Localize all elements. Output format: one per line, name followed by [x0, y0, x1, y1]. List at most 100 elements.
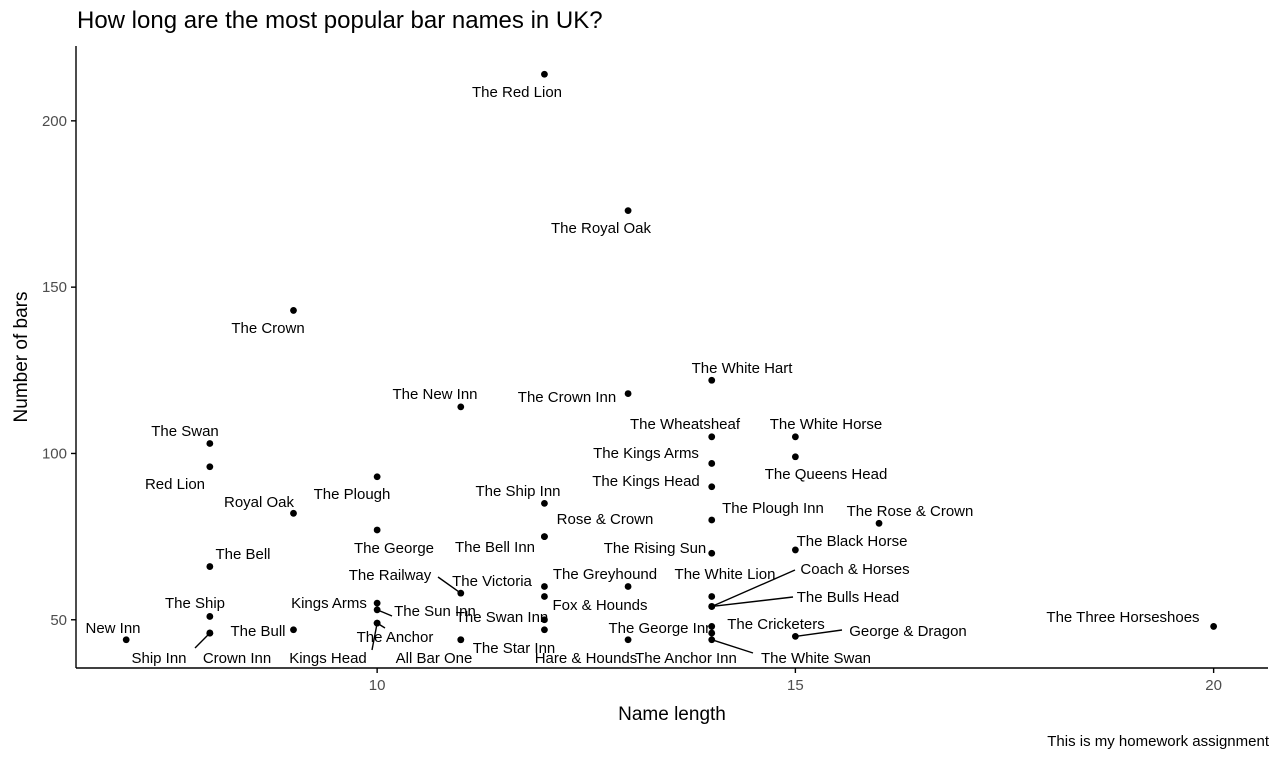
- point-label: The Crown Inn: [518, 389, 616, 406]
- point-label: Red Lion: [145, 476, 205, 493]
- point-label: The George Inn: [608, 620, 713, 637]
- data-point: [708, 433, 716, 441]
- data-point: [708, 483, 716, 491]
- data-point: [541, 626, 548, 634]
- data-point: [875, 519, 883, 527]
- y-tick-label: 200: [42, 113, 67, 130]
- point-label: The Bell Inn: [455, 539, 535, 556]
- data-point: [791, 633, 799, 640]
- y-axis-title: Number of bars: [11, 292, 32, 423]
- point-label: The White Lion: [675, 566, 776, 583]
- data-point: [290, 307, 297, 314]
- x-tick-label: 15: [787, 677, 804, 694]
- point-label: The George: [354, 540, 434, 557]
- data-point: [122, 636, 130, 644]
- point-label: The Victoria: [452, 573, 532, 590]
- data-points: [122, 70, 1218, 644]
- point-label: The Cricketers: [727, 616, 825, 633]
- point-label: The New Inn: [392, 386, 477, 403]
- point-label: Kings Arms: [291, 595, 367, 612]
- point-label: The Wheatsheaf: [630, 416, 741, 433]
- data-point: [457, 636, 465, 644]
- point-label: The White Swan: [761, 650, 871, 667]
- point-label: The Sun Inn: [394, 603, 476, 620]
- x-axis-title: Name length: [618, 704, 726, 725]
- point-label: The Red Lion: [472, 84, 562, 101]
- point-label: The Three Horseshoes: [1046, 609, 1199, 626]
- x-tick-label: 20: [1205, 677, 1222, 694]
- x-tick-label: 10: [369, 677, 386, 694]
- point-label: The Railway: [349, 567, 432, 584]
- point-label: The Kings Arms: [593, 445, 699, 462]
- data-point: [206, 463, 214, 471]
- data-point: [541, 583, 548, 590]
- data-point: [708, 516, 716, 524]
- point-label: The Star Inn: [473, 640, 556, 657]
- leader-line: [194, 632, 211, 649]
- point-label: The Crown: [231, 320, 304, 337]
- point-label: George & Dragon: [849, 623, 967, 640]
- data-point: [624, 207, 632, 215]
- data-point: [290, 626, 297, 634]
- point-label: The White Horse: [770, 416, 883, 433]
- point-label: The Anchor Inn: [635, 650, 737, 667]
- data-point: [708, 623, 716, 630]
- leader-line: [711, 569, 796, 608]
- y-tick-label: 50: [50, 612, 67, 629]
- leader-line: [795, 629, 843, 638]
- data-point: [624, 390, 632, 397]
- point-label: All Bar One: [396, 650, 473, 667]
- data-point: [708, 549, 716, 557]
- chart-caption: This is my homework assignment: [1047, 733, 1269, 750]
- y-tick-label: 150: [42, 279, 67, 296]
- data-point: [708, 636, 716, 644]
- point-label: The Bull: [230, 623, 285, 640]
- data-point: [541, 593, 548, 600]
- point-label: Crown Inn: [203, 650, 271, 667]
- point-label: The Royal Oak: [551, 220, 652, 237]
- axes: [75, 46, 1268, 669]
- axis-ticks: 10 15 20 50 100 150 200: [42, 113, 1222, 694]
- point-label: Fox & Hounds: [552, 597, 647, 614]
- data-point: [541, 616, 548, 624]
- data-point: [708, 593, 716, 600]
- point-label: Royal Oak: [224, 494, 295, 511]
- data-point: [457, 589, 465, 597]
- data-point: [708, 629, 716, 637]
- point-label: The Plough Inn: [722, 500, 824, 517]
- data-point: [373, 526, 381, 534]
- data-point: [541, 70, 548, 78]
- point-labels: The Red Lion The Royal Oak The Crown The Wh…: [85, 84, 1199, 667]
- data-point: [1210, 623, 1218, 630]
- data-point: [624, 636, 632, 644]
- point-label: Coach & Horses: [800, 561, 909, 578]
- data-point: [624, 583, 632, 590]
- data-point: [541, 533, 548, 541]
- point-label: Hare & Hounds: [535, 650, 638, 667]
- data-point: [206, 629, 214, 637]
- data-point: [373, 473, 381, 481]
- point-label: The Ship Inn: [475, 483, 560, 500]
- point-label: Rose & Crown: [557, 511, 654, 528]
- point-label: Kings Head: [289, 650, 367, 667]
- data-point: [541, 499, 548, 507]
- data-point: [708, 460, 716, 467]
- data-point: [791, 453, 799, 461]
- data-point: [290, 509, 297, 517]
- data-point: [206, 563, 214, 570]
- leader-line: [711, 596, 794, 608]
- data-point: [791, 433, 799, 441]
- point-label: The Greyhound: [553, 566, 657, 583]
- point-label: The Rose & Crown: [847, 503, 974, 520]
- data-point: [206, 440, 214, 447]
- point-label: The Queens Head: [765, 466, 888, 483]
- data-point: [206, 613, 214, 620]
- data-point: [373, 619, 381, 627]
- data-point: [373, 606, 381, 614]
- point-label: The Kings Head: [592, 473, 700, 490]
- point-label: Ship Inn: [131, 650, 186, 667]
- data-point: [791, 546, 799, 554]
- leader-lines: [194, 569, 843, 654]
- y-tick-label: 100: [42, 445, 67, 462]
